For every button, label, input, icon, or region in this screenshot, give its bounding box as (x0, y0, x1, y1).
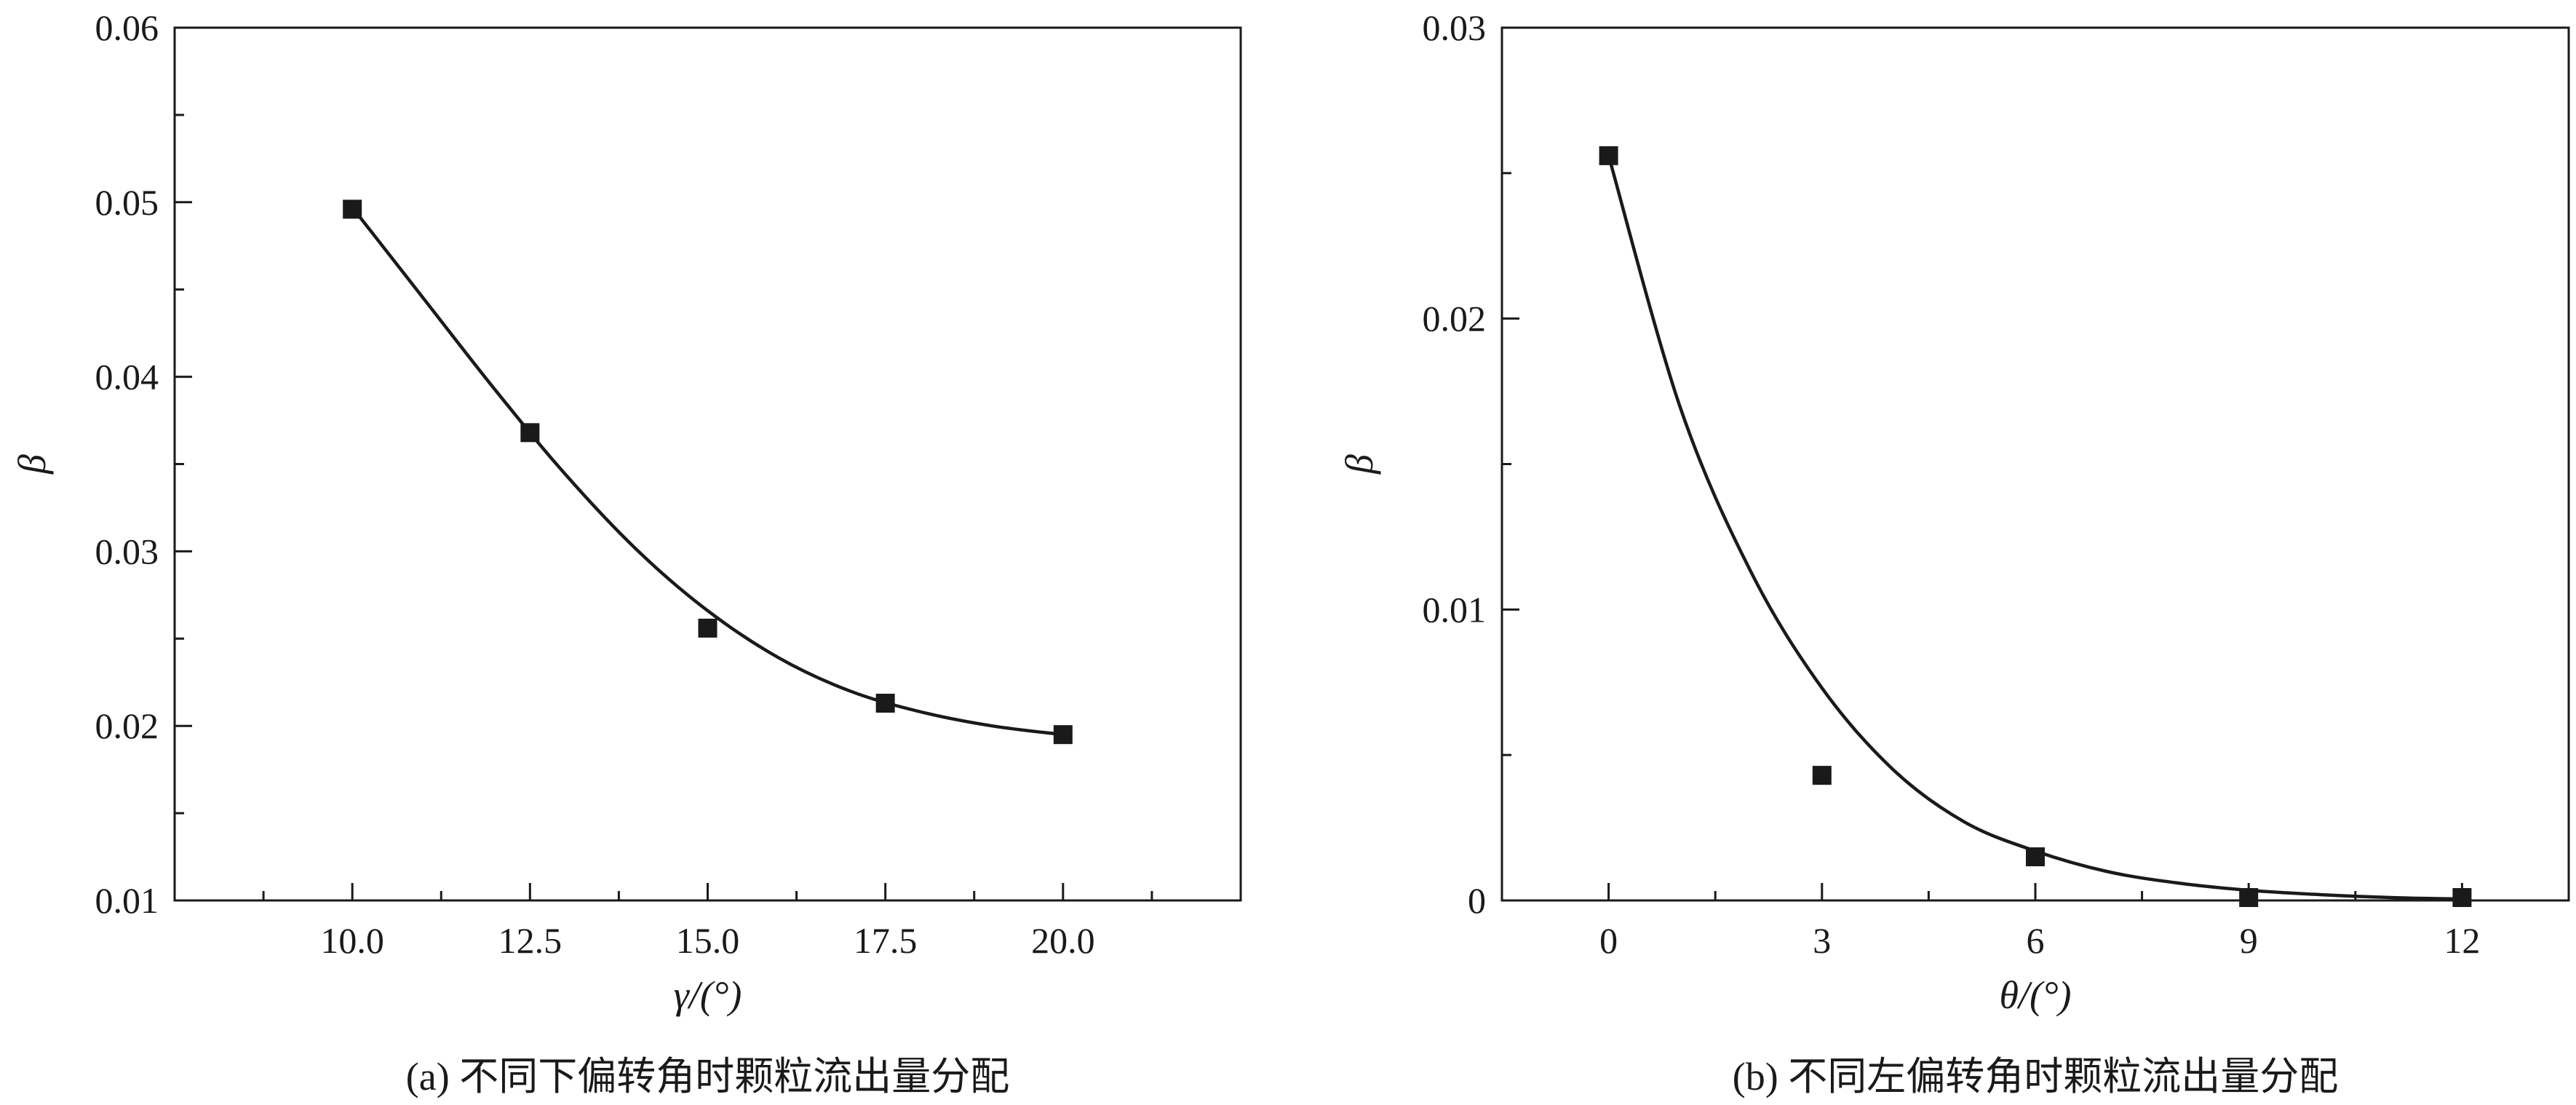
panel-a-x-axis-label: γ/(°) (674, 973, 742, 1017)
panel-b-x-axis-label: θ/(°) (1999, 973, 2071, 1017)
panel-b-data-point (2026, 847, 2045, 867)
panel-b-caption: (b) 不同左偏转角时颗粒流出量分配 (1733, 1055, 2338, 1098)
panel-b-y-tick-label: 0 (1468, 880, 1486, 921)
panel-a-data-point (520, 423, 540, 443)
panel-b-data-point (2239, 888, 2259, 908)
panel-b-y-axis-label: β (1337, 454, 1381, 475)
panel-b-data-point (1599, 146, 1618, 165)
panel-a-x-tick-label: 15.0 (676, 920, 740, 961)
panel-a: 10.0 12.5 15.0 17.5 20.0 0.01 0.02 0.03 0.04 0.05… (10, 7, 1242, 1098)
panel-b-fit-curve (1607, 155, 2462, 901)
panel-b-x-tick-label: 6 (2027, 920, 2045, 961)
panel-b-y-tick-label: 0.01 (1423, 589, 1487, 630)
panel-a-caption: (a) 不同下偏转角时颗粒流出量分配 (406, 1055, 1009, 1098)
panel-a-data-point (343, 199, 362, 219)
panel-a-x-tick-label: 10.0 (320, 920, 384, 961)
panel-b-x-tick-label: 0 (1599, 920, 1618, 961)
panel-a-x-tick-label: 17.5 (854, 920, 918, 961)
panel-b: 0 3 6 9 12 0 0.01 0.02 0.03 θ/(°) β (b) 不同左偏转角时颗粒流出… (1337, 7, 2570, 1098)
panel-b-data-point (2452, 888, 2472, 908)
panel-a-y-tick-label: 0.01 (95, 880, 159, 921)
panel-a-y-tick-label: 0.05 (95, 182, 159, 223)
panel-a-plot-frame (173, 26, 1242, 902)
panel-b-y-tick-label: 0.03 (1423, 7, 1487, 48)
panel-a-x-tick-label: 20.0 (1031, 920, 1095, 961)
panel-a-y-axis-label: β (10, 454, 54, 475)
panel-b-data-point (1812, 766, 1832, 785)
panel-a-y-tick-label: 0.03 (95, 531, 159, 571)
panel-a-y-tick-label: 0.04 (95, 357, 159, 397)
panel-b-y-tick-label: 0.02 (1423, 298, 1487, 339)
panel-a-fit-curve (351, 206, 1064, 737)
panel-b-x-tick-label: 12 (2444, 920, 2480, 961)
panel-a-y-tick-label: 0.02 (95, 705, 159, 746)
panel-b-x-tick-label: 3 (1813, 920, 1831, 961)
panel-a-data-point (875, 694, 895, 713)
panel-b-plot-frame (1500, 26, 2570, 902)
panel-a-data-point (698, 618, 717, 638)
panel-a-y-tick-label: 0.06 (95, 7, 159, 48)
panel-a-x-tick-label: 12.5 (498, 920, 562, 961)
panel-a-data-point (1053, 725, 1073, 745)
panel-b-x-tick-label: 9 (2240, 920, 2258, 961)
